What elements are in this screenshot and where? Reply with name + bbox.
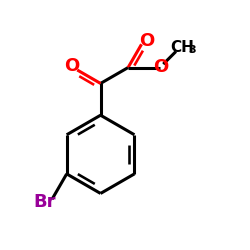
Text: O: O [139, 32, 154, 50]
Text: Br: Br [34, 193, 56, 211]
Text: O: O [64, 56, 79, 74]
Text: O: O [153, 58, 168, 76]
Text: 3: 3 [188, 45, 196, 55]
Text: CH: CH [170, 40, 194, 55]
